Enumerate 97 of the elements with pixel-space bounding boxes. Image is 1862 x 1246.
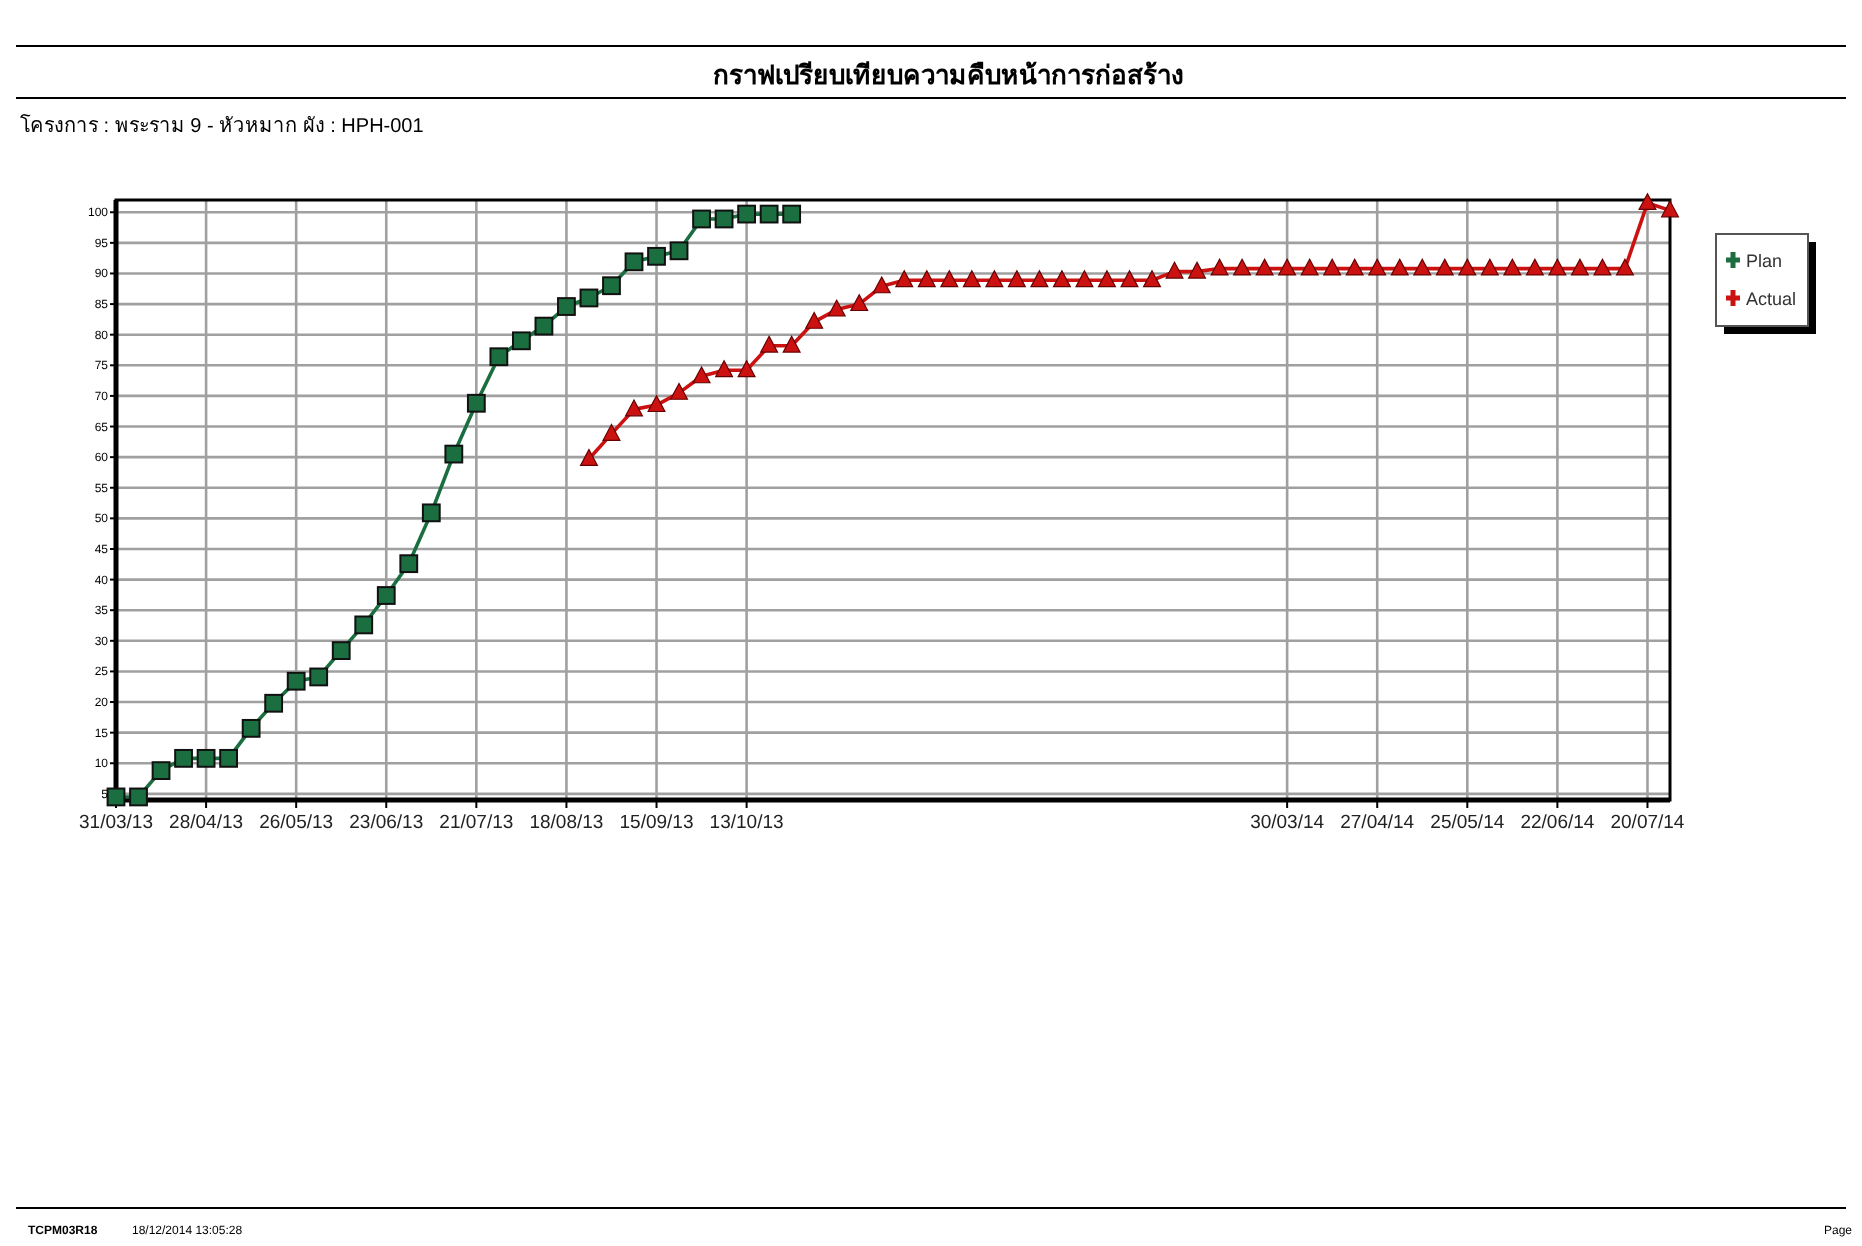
chart-subtitle: โครงการ : พระราม 9 - หัวหมาก ผัง : HPH-001 [20,112,425,138]
point [625,399,643,417]
point [286,671,306,691]
point [151,761,171,781]
point [1120,270,1139,288]
x-tick-label: 13/10/13 [709,812,784,834]
point [1030,270,1049,288]
point [715,360,734,378]
point [1570,258,1589,276]
point [1368,258,1387,276]
chart-title: กราฟเปรียบเทียบความคืบหน้าการก่อสร้าง [713,60,1183,90]
point [376,586,396,605]
x-tick-label: 23/06/13 [349,812,424,834]
point [1661,200,1679,218]
point [782,204,802,224]
point [1075,270,1094,288]
x-tick-label: 21/07/13 [439,812,514,834]
point [1638,193,1657,211]
point [579,288,599,308]
point [174,748,193,768]
point [1593,258,1612,276]
point [647,246,666,266]
point [1480,258,1499,276]
point [511,331,531,351]
point [602,276,621,296]
point [1323,258,1342,276]
point [1300,258,1319,276]
point [782,335,801,353]
point [647,395,666,413]
point [557,297,576,316]
point [985,270,1004,288]
point [331,641,351,661]
x-tick-label: 30/03/14 [1250,812,1325,834]
x-tick-label: 25/05/14 [1430,812,1505,834]
x-tick-label: 20/07/14 [1610,812,1685,834]
point [1210,258,1229,276]
point [466,393,486,413]
point [106,787,126,807]
point [737,204,757,224]
point [962,270,981,288]
point [1233,258,1252,276]
point [759,204,779,224]
x-tick-label: 27/04/14 [1340,812,1415,834]
point [669,241,689,261]
legend-label: Plan [1746,251,1783,271]
point [1345,258,1364,276]
point [760,335,779,353]
point [489,347,509,367]
point [1525,258,1544,276]
point [196,748,216,768]
point [241,718,261,738]
point [129,787,148,807]
point [895,270,914,288]
point [1435,258,1454,276]
point [1503,258,1522,276]
point [872,276,891,294]
point [714,209,734,229]
x-tick-label: 18/08/13 [529,812,604,834]
point [670,382,689,400]
point [602,423,621,441]
point [1143,270,1161,288]
point [692,209,711,229]
point [940,270,959,288]
point [579,448,598,466]
point [1255,258,1274,276]
point [1615,258,1634,276]
point [1165,261,1184,279]
point [737,360,756,378]
x-tick-label: 31/03/13 [79,812,153,834]
x-tick-label: 22/06/14 [1520,812,1595,834]
point [827,299,846,317]
point [1007,270,1026,288]
point [444,444,464,464]
point [421,503,441,523]
point [917,270,936,288]
point [309,667,329,687]
point [1188,261,1207,279]
x-tick-label: 26/05/13 [259,812,334,834]
x-tick-label: 15/09/13 [619,812,694,834]
point [1052,270,1071,288]
point [534,316,554,336]
point [219,748,239,768]
point [399,554,419,574]
point [264,693,284,713]
x-tick-label: 28/04/13 [169,812,244,834]
point [1390,258,1409,276]
point [624,252,644,272]
point [1413,258,1432,276]
point [805,311,824,329]
point [692,366,711,384]
point [1458,258,1477,276]
legend-label: Actual [1746,289,1797,309]
point [850,294,869,312]
point [354,615,374,635]
point [1097,270,1116,288]
point [1548,258,1567,276]
point [1278,258,1297,276]
